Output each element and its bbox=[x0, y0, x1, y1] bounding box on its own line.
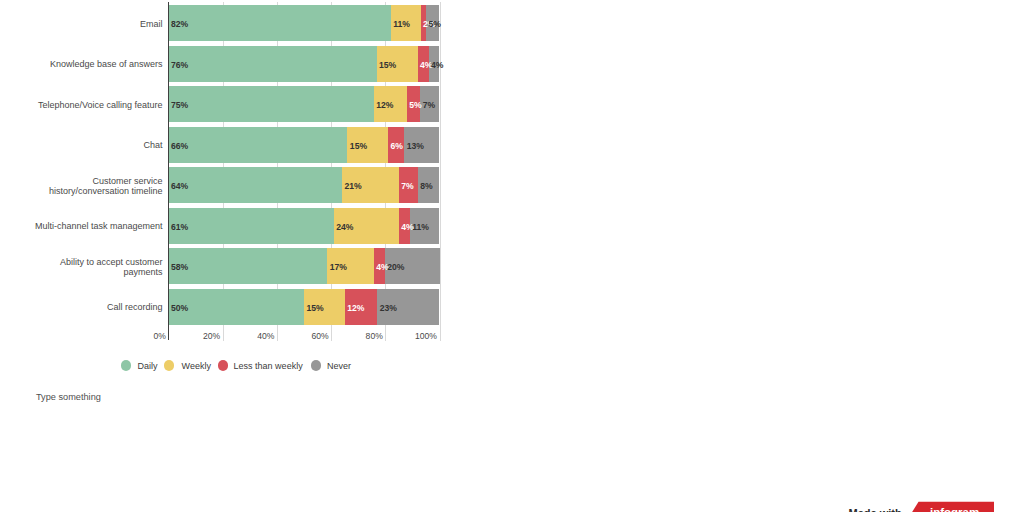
svg-text:infogram: infogram bbox=[930, 506, 979, 512]
